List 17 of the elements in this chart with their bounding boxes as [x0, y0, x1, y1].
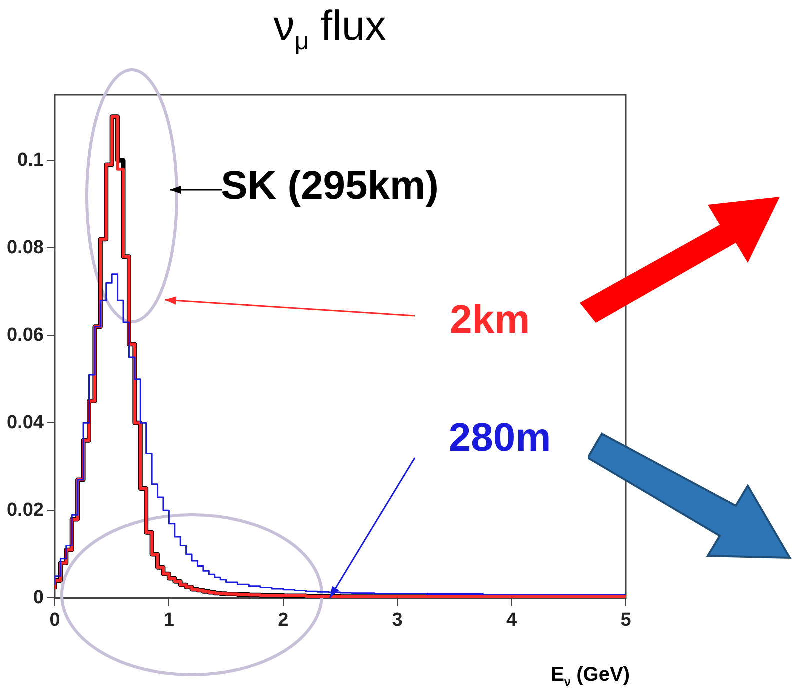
x-tick-label: 5	[620, 610, 632, 631]
y-tick-label: 0.04	[6, 412, 44, 434]
y-tick-label: 0	[33, 587, 44, 608]
y-tick-label: 0.08	[6, 237, 44, 258]
x-tick-label: 3	[392, 610, 403, 631]
x-tick-label: 0	[50, 610, 60, 631]
y-tick-label: 0.02	[6, 500, 44, 521]
text: 2km	[450, 298, 530, 342]
x-tick-label: 1	[164, 610, 175, 631]
x-axis-title: E$_{ν}$ (GeV)	[550, 664, 630, 689]
x-tick-label: 4	[506, 610, 518, 631]
legend-label: SK (295km)	[221, 164, 439, 208]
text: 280m	[448, 416, 552, 460]
y-tick-label: 0.1	[18, 150, 44, 171]
x-tick-label: 2	[278, 610, 289, 631]
chart-title: ν$_{μ}$ flux	[272, 2, 388, 56]
y-tick-label: 0.06	[6, 324, 44, 346]
